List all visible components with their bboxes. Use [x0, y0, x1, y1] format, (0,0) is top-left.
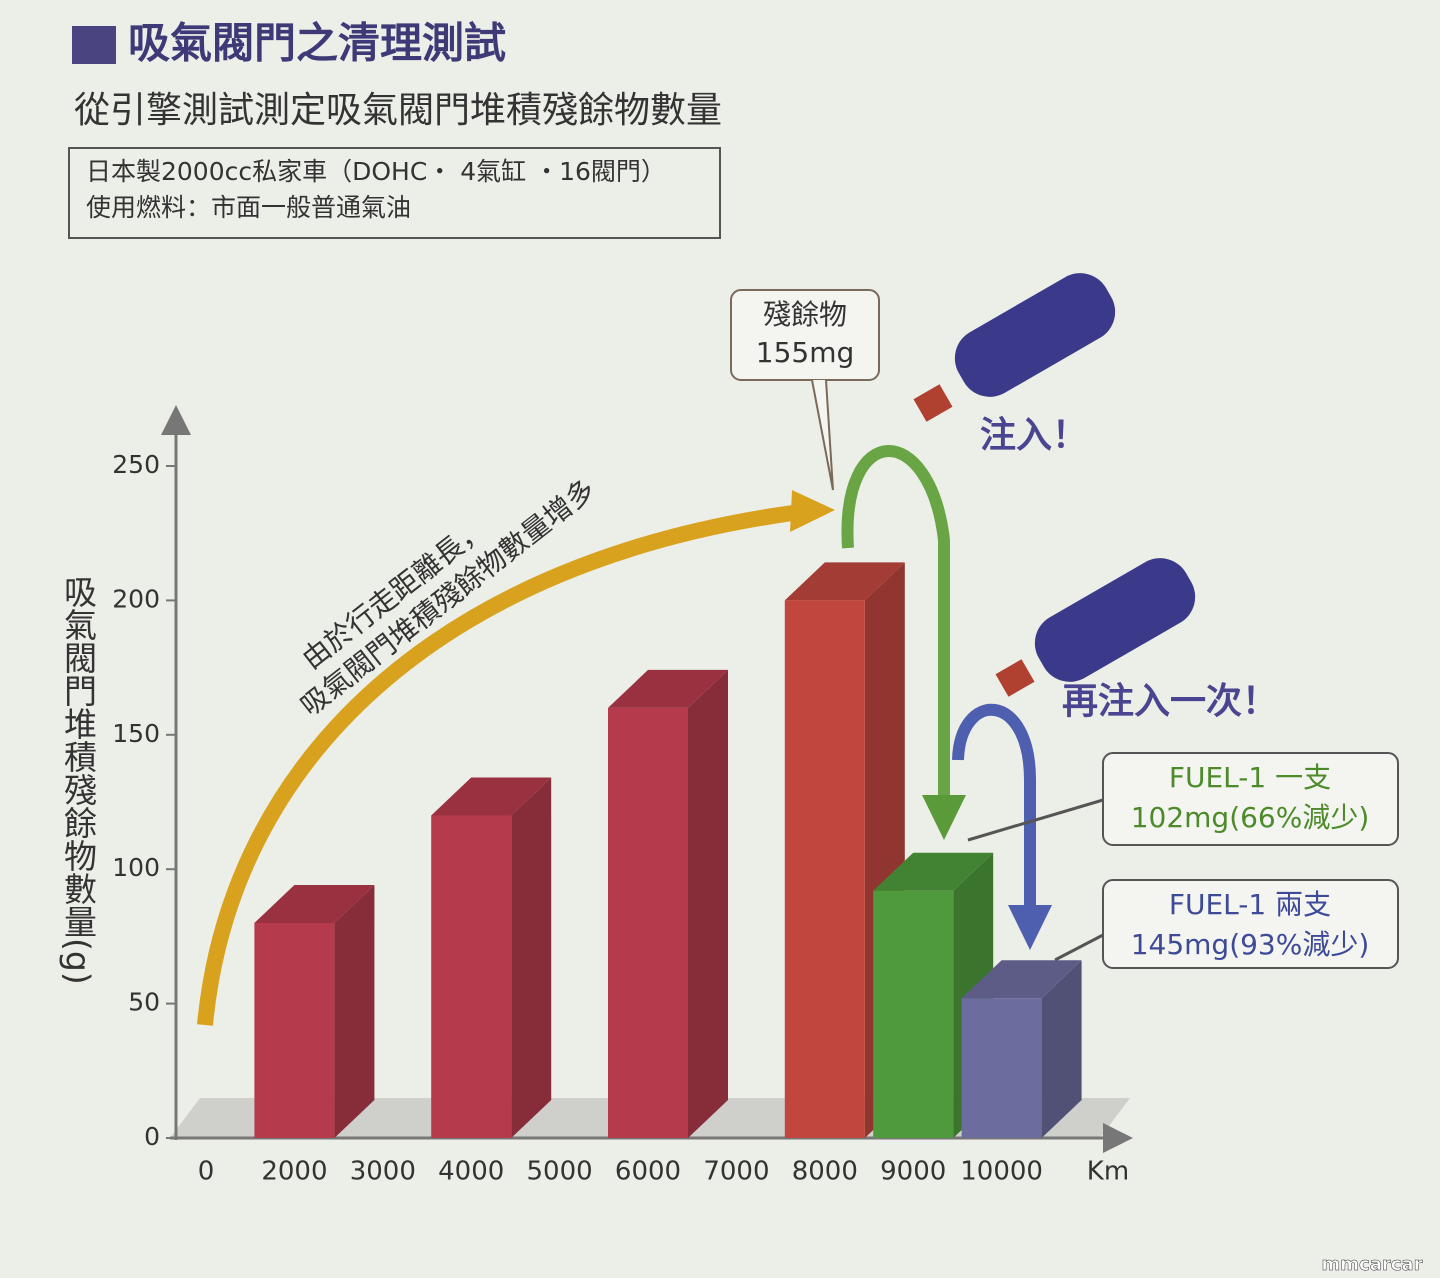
bottle [913, 273, 1116, 422]
x-tick-label: 10000 [960, 1157, 1043, 1187]
bar-top [254, 884, 375, 923]
x-tick-label: 6000 [615, 1157, 681, 1187]
callout-box [1102, 752, 1399, 846]
y-tick-label: 100 [112, 853, 160, 882]
bar [873, 890, 954, 1138]
callout-text: 殘餘物 [763, 298, 847, 331]
bar [608, 707, 688, 1138]
inject2-label: 再注入一次！ [1062, 681, 1278, 722]
title-square [72, 26, 116, 64]
callout-text: 155mg [756, 336, 855, 369]
x-tick-label: 2000 [261, 1157, 327, 1187]
callout-box [1102, 879, 1399, 969]
note-box [68, 147, 721, 239]
y-tick-label: 150 [112, 719, 160, 748]
bar-side [688, 669, 728, 1138]
bar [784, 600, 865, 1138]
y-tick-label: 250 [112, 450, 160, 479]
x-axis-unit: Km [1087, 1157, 1129, 1187]
x-tick-label: 9000 [880, 1157, 946, 1187]
watermark: mmcarcar [1322, 1254, 1423, 1275]
note-line: 日本製2000cc私家車（DOHC・ 4氣缸 ・16閥門） [86, 157, 666, 186]
trend-line: 吸氣閥門堆積殘餘物數量增多 [294, 473, 601, 723]
x-tick-label: 5000 [527, 1157, 593, 1187]
bar [254, 922, 335, 1138]
x-tick-label: 8000 [792, 1157, 858, 1187]
bar-top [784, 562, 905, 601]
x-tick-label: 7000 [703, 1157, 769, 1187]
bar-side [1041, 960, 1082, 1138]
inject-arrow-head [922, 795, 966, 840]
callout-box [730, 289, 880, 381]
inject-arrow [841, 445, 950, 800]
callout-text: 102mg(66%減少) [1131, 801, 1370, 834]
inject-label: 注入！ [980, 415, 1088, 456]
trend-arrow [197, 504, 802, 1026]
callout-text: 145mg(93%減少) [1131, 928, 1370, 961]
callout-text: FUEL-1 兩支 [1169, 888, 1331, 921]
callout-pointer [967, 798, 1104, 842]
subtitle: 從引擎測試測定吸氣閥門堆積殘餘物數量 [74, 90, 722, 131]
bar [431, 815, 512, 1138]
note-line: 使用燃料：市面一般普通氣油 [86, 193, 411, 222]
callout-text: FUEL-1 一支 [1169, 761, 1331, 794]
x-tick-label: 3000 [350, 1157, 416, 1187]
bar [961, 998, 1042, 1138]
inject2-arrow-head [1008, 905, 1052, 950]
x-tick-label: 0 [198, 1157, 215, 1187]
y-axis-label: 吸氣閥門堆積殘餘物數量(g) [59, 575, 98, 985]
bar-side [334, 884, 375, 1138]
bar-side [511, 777, 552, 1138]
bar-top [961, 960, 1082, 999]
y-tick-label: 0 [144, 1122, 160, 1151]
x-tick-label: 4000 [438, 1157, 504, 1187]
bar-top [608, 669, 728, 708]
inject2-arrow [952, 703, 1036, 910]
bar-top [873, 852, 994, 891]
callout-pointer [1054, 933, 1104, 962]
bar-top [431, 777, 552, 816]
bottle [995, 558, 1196, 697]
chart-title: 吸氣閥門之清理測試 [128, 19, 506, 68]
y-tick-label: 50 [128, 988, 160, 1017]
y-tick-label: 200 [112, 584, 160, 613]
trend-arrow-head [790, 490, 835, 532]
callout-pointer [811, 379, 834, 491]
